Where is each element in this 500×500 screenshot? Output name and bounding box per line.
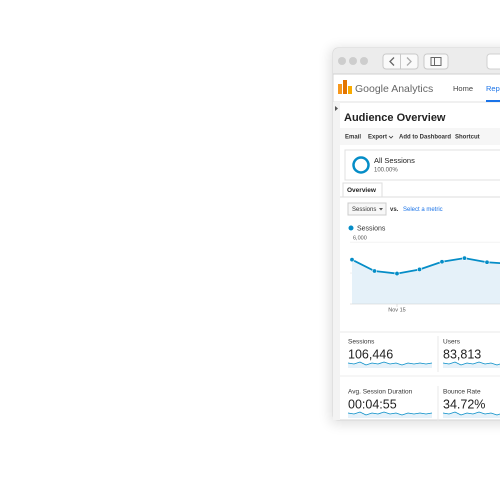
rail-toggle[interactable] [335,106,338,111]
area [352,258,500,304]
sidebar-button[interactable] [423,53,449,70]
action[interactable]: Add to Dashboard [399,135,451,141]
address-bar[interactable] [486,53,500,70]
point [371,268,377,274]
metric-link[interactable]: Select a metric [403,207,443,213]
metric-label: Avg. Session Duration [348,389,413,396]
point [484,259,490,265]
back-icon [389,57,395,66]
metric-value: 34.72% [443,397,485,411]
point [439,259,445,265]
point [416,266,422,272]
segment-name: All Sessions [374,156,415,165]
action[interactable]: Export [368,135,387,141]
sidebar-icon [430,57,442,66]
x-tick-label: Nov 15 [388,307,405,313]
metric-value: 83,813 [443,347,481,361]
legend-label: Sessions [357,225,386,232]
metric-value: 00:04:55 [348,397,397,411]
left-rail [333,102,340,420]
action-bar [340,128,500,145]
legend-swatch [348,225,354,231]
metric-dropdown[interactable] [347,202,387,216]
point [394,271,400,277]
sparkline [347,361,433,366]
metric-value: 106,446 [348,347,393,361]
page-title: Audience Overview [344,112,446,124]
line [351,257,500,275]
segment-box[interactable] [344,149,500,181]
sparkline [347,411,433,416]
nav-link[interactable]: Home [453,84,473,93]
sparkline [442,411,500,416]
metric-label: Bounce Rate [443,389,481,396]
forward-icon [406,57,412,66]
logo [338,80,352,94]
window-button[interactable] [360,57,368,65]
segment-ring [352,156,370,174]
point [461,255,467,261]
metric-label: Sessions [348,339,375,346]
tab-label[interactable]: Overview [347,187,377,194]
segment-share: 100.00% [374,168,398,174]
action[interactable]: Email [345,135,361,141]
nav-link[interactable]: Reporting [486,84,500,93]
sparkline [442,361,500,366]
window-button[interactable] [349,57,357,65]
dropdown-arrow [379,208,383,211]
nav-active [486,100,500,102]
vs-label: vs. [390,207,399,213]
action[interactable]: Shortcut [455,135,480,141]
metric-label: Users [443,339,461,346]
metric-selected[interactable]: Sessions [352,207,376,213]
point [349,257,355,263]
y-tick-label: 6,000 [353,236,367,242]
tab[interactable] [342,182,383,198]
product-name: Google Analytics [355,83,433,95]
window-button[interactable] [338,57,346,65]
dropdown-arrow [388,135,394,139]
